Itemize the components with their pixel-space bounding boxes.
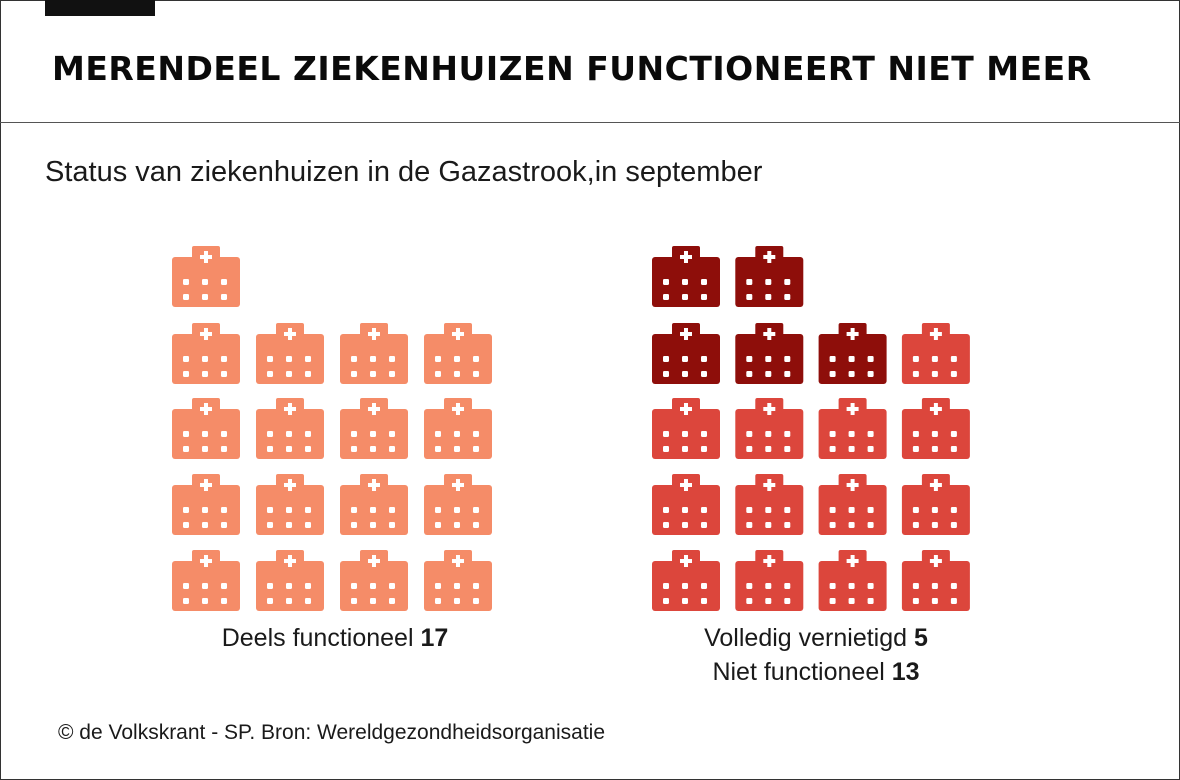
hospital-icon [735, 246, 804, 307]
chart-subtitle: Status van ziekenhuizen in de Gazastrook… [45, 156, 763, 188]
hospital-icon [424, 474, 492, 535]
legend-value: 17 [420, 624, 449, 652]
hospital-icon [340, 398, 408, 459]
hospital-icon [652, 474, 720, 535]
hospital-icon [340, 550, 408, 611]
legend-volledig-vernietigd: Volledig vernietigd 5 [666, 621, 966, 655]
hospital-icon [735, 550, 804, 611]
hospital-icon [172, 550, 240, 611]
hospital-icon [172, 323, 240, 384]
hospital-icon [256, 398, 324, 459]
hospital-icon [652, 398, 720, 459]
hospital-icon [256, 323, 324, 384]
legend-label: Deels functioneel [221, 624, 414, 652]
hospital-icon [172, 474, 240, 535]
hospital-icon [735, 474, 804, 535]
hospital-icon [652, 550, 720, 611]
hospital-icon [172, 246, 240, 307]
legend-label: Niet functioneel [712, 658, 885, 686]
legend-value: 13 [891, 658, 920, 686]
hospital-icon [735, 398, 804, 459]
hospital-icon [340, 474, 408, 535]
hospital-icon [901, 398, 970, 459]
hospital-icon [818, 398, 887, 459]
legend-niet-functioneel: Niet functioneel 13 [666, 655, 966, 689]
hospital-icon [818, 474, 887, 535]
hospital-icon [652, 323, 720, 384]
hospital-icon [424, 398, 492, 459]
hospital-icon [172, 398, 240, 459]
hospital-icon [901, 550, 970, 611]
hospital-icon [735, 323, 804, 384]
hospital-icon [818, 323, 887, 384]
hospital-icon [818, 550, 887, 611]
legend-deels-functioneel: Deels functioneel 17 [205, 621, 465, 655]
hospital-icon [424, 323, 492, 384]
hospital-icon [340, 323, 408, 384]
hospital-icon [256, 474, 324, 535]
hospital-icon [256, 550, 324, 611]
pictogram-chart [172, 246, 970, 611]
legend-label: Volledig vernietigd [704, 624, 908, 652]
legend-value: 5 [913, 624, 928, 652]
hospital-icon [424, 550, 492, 611]
brand-bar [45, 0, 155, 16]
chart-title: MERENDEEL ZIEKENHUIZEN FUNCTIONEERT NIET… [52, 49, 1092, 88]
hospital-icon [901, 474, 970, 535]
hospital-icon [652, 246, 720, 307]
hospital-icon [901, 323, 970, 384]
source-credit: © de Volkskrant - SP. Bron: Wereldgezond… [58, 721, 606, 744]
title-divider [0, 122, 1180, 123]
